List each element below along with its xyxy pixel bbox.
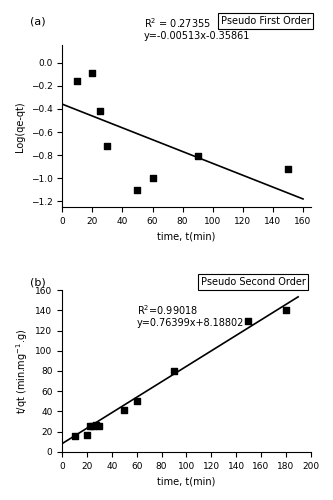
Y-axis label: Log(qe-qt): Log(qe-qt): [15, 101, 25, 152]
Text: R$^2$ = 0.27355: R$^2$ = 0.27355: [144, 16, 211, 30]
X-axis label: time, t(min): time, t(min): [157, 232, 215, 241]
Point: [171, 367, 176, 375]
Point: [90, 69, 95, 77]
Text: R$^2$=0.99018: R$^2$=0.99018: [137, 303, 198, 317]
Text: y=0.76399x+8.18802: y=0.76399x+8.18802: [137, 318, 244, 328]
Text: Pseudo First Order: Pseudo First Order: [221, 16, 311, 26]
Text: (a): (a): [30, 16, 46, 26]
Point: [135, 186, 140, 194]
X-axis label: time, t(min): time, t(min): [157, 476, 215, 486]
Point: [105, 142, 110, 150]
Point: [84, 430, 90, 438]
Text: y=-0.00513x-0.35861: y=-0.00513x-0.35861: [144, 31, 250, 41]
Point: [285, 165, 291, 173]
Point: [91, 422, 96, 430]
Point: [122, 406, 127, 414]
Point: [195, 152, 200, 160]
Point: [72, 432, 77, 440]
Point: [283, 306, 288, 314]
Point: [93, 420, 99, 428]
Point: [246, 318, 251, 326]
Point: [150, 174, 155, 182]
Y-axis label: t/qt (min.mg$^{-1}$.g): t/qt (min.mg$^{-1}$.g): [14, 328, 30, 414]
Point: [87, 422, 92, 430]
Point: [97, 422, 102, 430]
Text: (b): (b): [30, 277, 46, 287]
Text: Pseudo Second Order: Pseudo Second Order: [201, 277, 306, 287]
Point: [75, 76, 80, 84]
Point: [97, 107, 103, 115]
Point: [134, 398, 140, 406]
